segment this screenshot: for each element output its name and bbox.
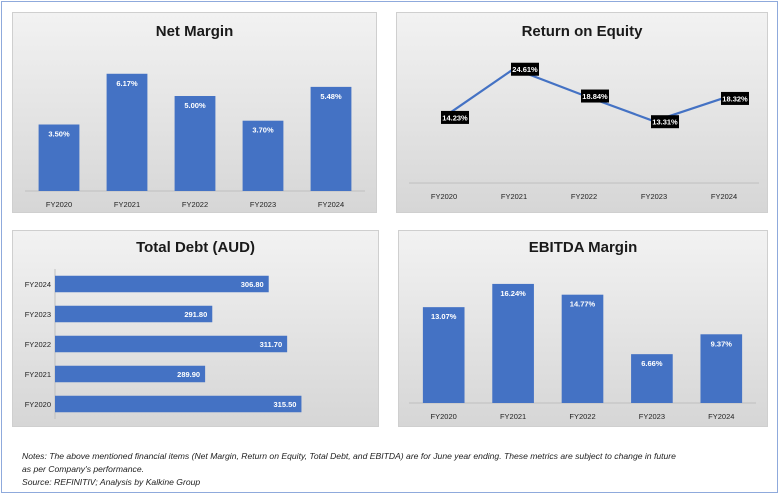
data-label: 18.84% — [582, 92, 608, 101]
bar — [55, 365, 206, 383]
data-label: 311.70 — [260, 340, 283, 349]
ebitda-margin-panel: EBITDA Margin FY2020 13.07% FY2021 16.24% FY… — [398, 230, 768, 427]
data-label: 3.70% — [252, 126, 274, 135]
data-label: 5.00% — [184, 101, 206, 110]
data-label-box — [511, 62, 539, 76]
x-tick-label: FY2023 — [639, 412, 665, 421]
x-tick-label: FY2022 — [569, 412, 595, 421]
x-tick-label: FY2023 — [250, 200, 276, 209]
bar — [242, 120, 284, 191]
bar — [631, 354, 673, 403]
data-label-box — [581, 89, 609, 103]
data-label: 289.90 — [177, 370, 200, 379]
data-label: 291.80 — [184, 310, 207, 319]
x-tick-label: FY2024 — [318, 200, 344, 209]
x-tick-label: FY2024 — [711, 192, 737, 201]
data-label: 13.07% — [431, 312, 457, 321]
data-label: 306.80 — [241, 280, 264, 289]
net-margin-panel: Net Margin FY2020 3.50% FY2021 6.17% FY2022 5… — [12, 12, 377, 213]
bar — [106, 73, 148, 191]
data-label: 315.50 — [273, 400, 296, 409]
notes-line: Notes: The above mentioned financial ite… — [22, 451, 676, 461]
y-tick-label: FY2024 — [25, 280, 51, 289]
x-tick-label: FY2021 — [114, 200, 140, 209]
data-label: 6.66% — [641, 359, 663, 368]
bar — [700, 334, 743, 403]
bar — [561, 294, 604, 403]
chart-title: Return on Equity — [521, 23, 643, 40]
x-tick-label: FY2020 — [431, 192, 457, 201]
data-label: 6.17% — [116, 79, 138, 88]
bar — [55, 305, 213, 323]
data-label: 16.24% — [500, 289, 526, 298]
bar — [492, 283, 534, 403]
chart-title: Total Debt (AUD) — [136, 239, 255, 256]
data-label: 5.48% — [320, 92, 342, 101]
y-tick-label: FY2021 — [25, 370, 51, 379]
source-line: Source: REFINITIV; Analysis by Kalkine G… — [22, 477, 201, 487]
bar — [55, 395, 302, 413]
data-label: 24.61% — [512, 65, 538, 74]
notes-line: as per Company's performance. — [22, 464, 145, 474]
data-label-box — [721, 91, 749, 105]
bar — [55, 335, 288, 353]
bar — [38, 124, 80, 191]
roe-chart: FY2020 14.23% FY2021 24.61% FY2022 18.84% FY20… — [409, 62, 759, 201]
data-label: 9.37% — [711, 339, 733, 348]
x-tick-label: FY2022 — [182, 200, 208, 209]
y-tick-label: FY2022 — [25, 340, 51, 349]
bar — [310, 86, 352, 191]
x-tick-label: FY2020 — [46, 200, 72, 209]
x-tick-label: FY2022 — [571, 192, 597, 201]
roe-panel: Return on Equity FY2020 14.23% FY2021 24.61… — [396, 12, 768, 213]
total-debt-chart: FY2024 306.80 FY2023 291.80 FY2022 311.70 FY20… — [25, 269, 302, 419]
y-tick-label: FY2020 — [25, 400, 51, 409]
data-label-box — [441, 110, 469, 124]
total-debt-panel: Total Debt (AUD) FY2024 306.80 FY2023 291.8… — [12, 230, 379, 427]
bar — [422, 307, 465, 403]
x-tick-label: FY2021 — [500, 412, 526, 421]
ebitda-margin-chart: FY2020 13.07% FY2021 16.24% FY2022 14.77% FY20… — [409, 283, 756, 421]
x-tick-label: FY2023 — [641, 192, 667, 201]
data-label: 18.32% — [722, 94, 748, 103]
x-tick-label: FY2021 — [501, 192, 527, 201]
x-tick-label: FY2020 — [431, 412, 457, 421]
x-tick-label: FY2024 — [708, 412, 734, 421]
data-label: 14.23% — [442, 113, 468, 122]
bar — [55, 275, 269, 293]
y-tick-label: FY2023 — [25, 310, 51, 319]
bar — [174, 96, 216, 191]
data-label: 13.31% — [652, 118, 678, 127]
data-label: 14.77% — [570, 300, 596, 309]
data-label: 3.50% — [48, 130, 70, 139]
net-margin-chart: FY2020 3.50% FY2021 6.17% FY2022 5.00% FY2023 3… — [25, 73, 365, 209]
chart-title: Net Margin — [155, 23, 234, 40]
chart-title: EBITDA Margin — [528, 239, 638, 256]
data-label-box — [651, 115, 679, 129]
notes-block: Notes: The above mentioned financial ite… — [22, 450, 762, 489]
